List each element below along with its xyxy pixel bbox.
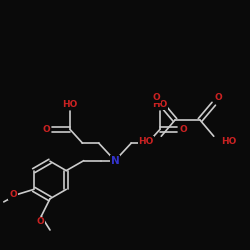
Text: O: O [9,190,17,199]
Text: HO: HO [138,137,154,146]
Text: O: O [215,93,223,102]
Text: O: O [180,125,188,134]
Text: HO: HO [152,100,168,109]
Text: HO: HO [62,100,78,109]
Text: O: O [42,125,50,134]
Text: O: O [36,217,44,226]
Text: HO: HO [221,137,237,146]
Text: O: O [152,93,160,102]
Text: N: N [110,156,119,166]
